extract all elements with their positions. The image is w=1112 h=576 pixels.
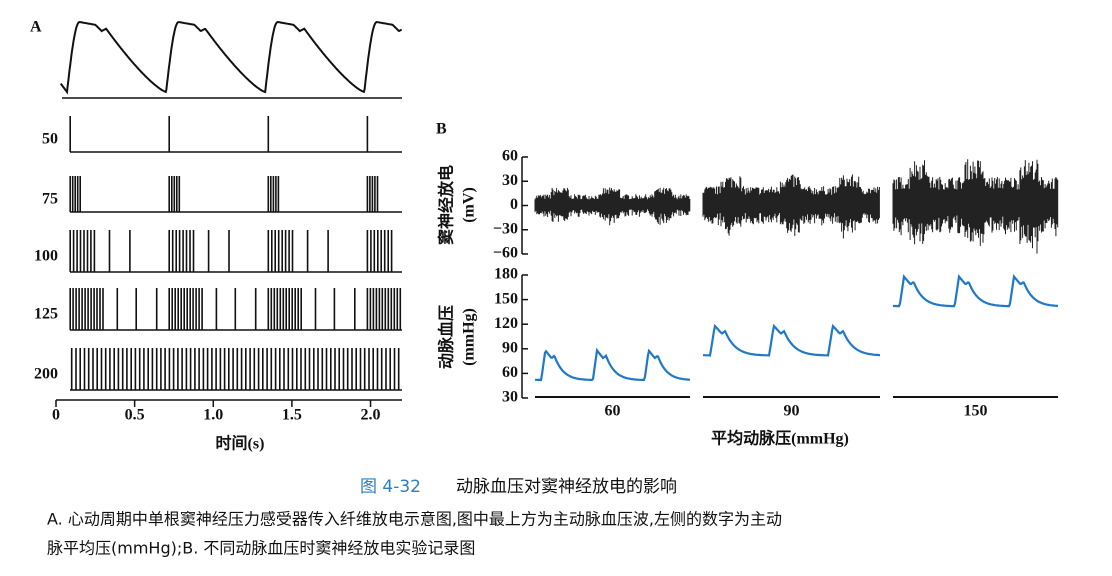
x-tick-label: 1.0	[203, 407, 223, 424]
pressure-trace	[534, 347, 690, 382]
y-tick-label: 30	[502, 389, 518, 406]
pressure-trace	[892, 274, 1058, 308]
y-tick-label: 150	[494, 290, 518, 307]
panel-label: A	[30, 19, 42, 36]
group-label: 60	[605, 403, 621, 420]
y-axis-label: (mV)	[461, 187, 478, 223]
y-axis-label: 动脉血压	[437, 305, 456, 369]
x-axis-label: 平均动脉压(mmHg)	[711, 429, 849, 448]
nerve-discharge	[702, 174, 880, 239]
spike-train	[69, 176, 379, 212]
pressure-trace	[702, 323, 880, 357]
figure-title: 动脉血压对窦神经放电的影响	[456, 477, 677, 497]
y-tick-label: 60	[502, 148, 518, 165]
spike-train	[69, 288, 402, 330]
row-label: 75	[42, 191, 58, 208]
row-label: 200	[34, 366, 58, 383]
figure-number: 图 4-32	[360, 477, 421, 497]
row-label: 125	[34, 306, 58, 323]
y-tick-label: 30	[502, 172, 518, 189]
y-tick-label: 120	[494, 315, 518, 332]
pressure-wave	[59, 20, 403, 95]
group-label: 150	[964, 403, 988, 420]
group-label: 90	[784, 403, 800, 420]
y-axis-label: 窦神经放电	[437, 165, 456, 245]
x-tick-label: 2.0	[361, 407, 381, 424]
nerve-discharge	[534, 187, 691, 226]
y-tick-label: 60	[502, 364, 518, 381]
row-label: 50	[42, 131, 58, 148]
y-tick-label: −30	[493, 220, 518, 237]
panel-label: B	[436, 121, 447, 138]
y-axis-label: (mmHg)	[461, 308, 478, 366]
spike-train	[69, 230, 393, 272]
x-axis-label: 时间(s)	[216, 434, 265, 453]
spike-train	[70, 348, 400, 390]
y-tick-label: 180	[494, 266, 518, 283]
x-tick-label: 1.5	[282, 407, 302, 424]
x-tick-label: 0	[52, 407, 60, 424]
caption-line: A. 心动周期中单根窦神经压力感受器传入纤维放电示意图,图中最上方为主动脉血压波…	[47, 510, 782, 529]
x-tick-label: 0.5	[125, 407, 145, 424]
spike-train	[69, 116, 369, 152]
nerve-discharge	[892, 159, 1059, 254]
row-label: 100	[34, 248, 58, 265]
y-tick-label: −60	[493, 245, 518, 262]
y-tick-label: 0	[510, 196, 518, 213]
caption-line: 脉平均压(mmHg);B. 不同动脉血压时窦神经放电实验记录图	[47, 539, 475, 558]
y-tick-label: 90	[502, 339, 518, 356]
